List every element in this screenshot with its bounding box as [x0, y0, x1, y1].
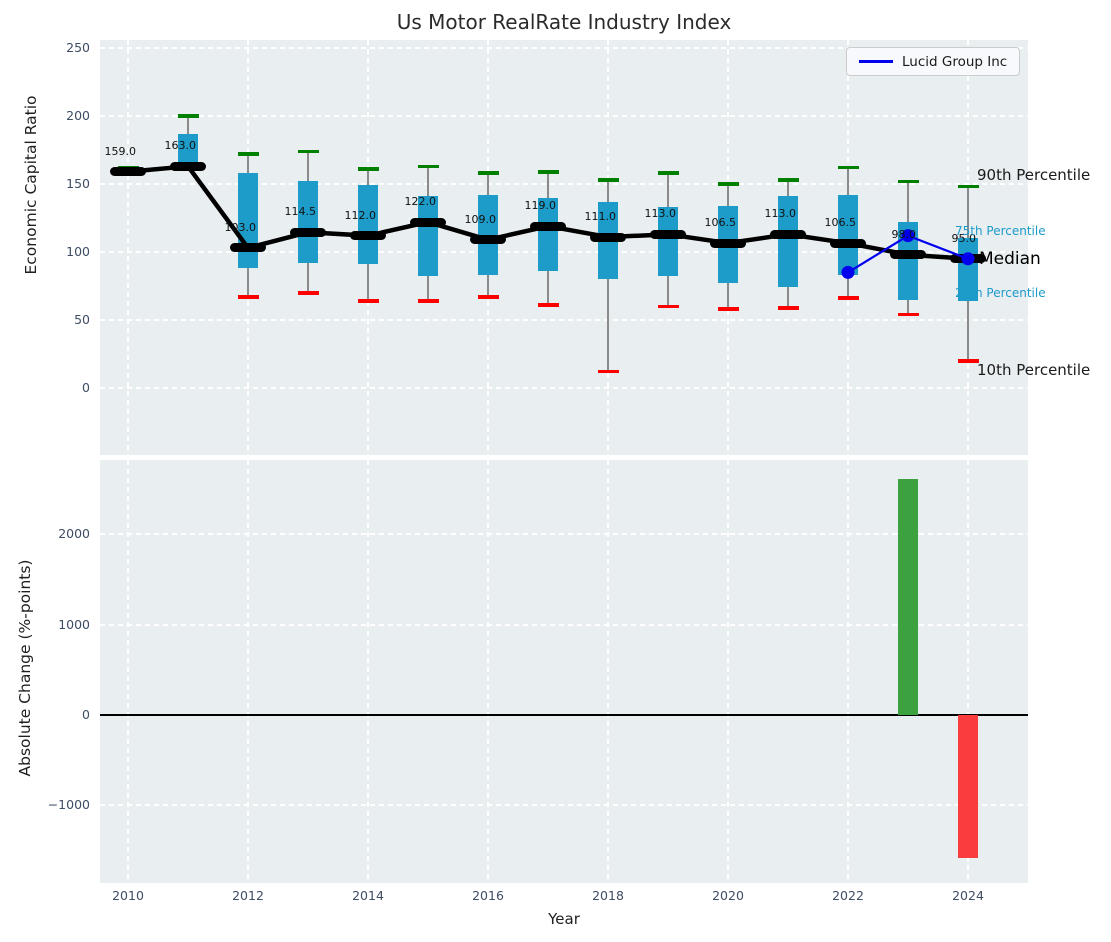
median-marker-2010 — [110, 167, 146, 177]
y-tick-label: 50 — [74, 312, 90, 327]
zero-axis-line — [100, 714, 1028, 716]
median-marker-2011 — [170, 161, 206, 171]
cap-10th-2017 — [537, 303, 559, 307]
cap-10th-2023 — [897, 312, 919, 317]
median-marker-2021 — [770, 229, 806, 239]
cap-90th-2016 — [477, 171, 499, 175]
x-tick-label: 2024 — [952, 888, 984, 903]
cap-90th-2019 — [657, 171, 679, 175]
cap-10th-2019 — [657, 304, 679, 309]
cap-10th-2021 — [777, 306, 799, 310]
grid-line-v — [607, 460, 609, 883]
legend-line-sample-icon — [859, 60, 893, 63]
median-value-label-2016: 109.0 — [464, 212, 497, 226]
annotation-90th-percentile: 90th Percentile — [977, 166, 1091, 184]
change-bar-2024 — [958, 715, 978, 858]
grid-line-h — [100, 47, 1028, 49]
grid-line-h — [100, 623, 1028, 626]
grid-line-v — [367, 460, 369, 883]
box-2013 — [298, 181, 318, 263]
cap-90th-2012 — [237, 152, 259, 156]
median-value-label-2011: 163.0 — [164, 139, 197, 153]
cap-10th-2020 — [717, 307, 739, 311]
x-axis-label: Year — [548, 910, 580, 928]
median-value-label-2015: 122.0 — [404, 195, 437, 209]
y-tick-label: 0 — [82, 707, 90, 722]
legend: Lucid Group Inc — [846, 47, 1021, 76]
y-tick-label: 2000 — [58, 526, 90, 542]
y-tick-label: −1000 — [47, 797, 90, 813]
cap-90th-2020 — [717, 182, 739, 186]
x-tick-label: 2016 — [472, 888, 504, 903]
cap-90th-2013 — [297, 149, 319, 154]
box-2011 — [178, 133, 198, 167]
x-tick-label: 2012 — [232, 888, 264, 903]
cap-10th-2016 — [477, 295, 499, 299]
median-value-label-2010: 159.0 — [104, 144, 137, 158]
cap-10th-2014 — [357, 299, 379, 303]
grid-line-v — [967, 460, 969, 883]
top-y-axis-label: Economic Capital Ratio — [22, 95, 40, 275]
cap-90th-2023 — [897, 179, 919, 184]
grid-line-v — [847, 460, 849, 883]
y-tick-label: 150 — [66, 176, 90, 191]
cap-10th-2012 — [237, 295, 259, 299]
median-marker-2016 — [470, 235, 506, 245]
cap-10th-2024 — [957, 359, 979, 363]
cap-10th-2015 — [417, 299, 439, 303]
cap-90th-2021 — [777, 178, 799, 182]
annotation-10th-percentile: 10th Percentile — [977, 361, 1091, 379]
median-marker-2019 — [650, 229, 686, 239]
cap-90th-2015 — [417, 164, 439, 169]
annotation-25th-percentile: 25th Percentile — [955, 286, 1046, 300]
y-tick-label: 100 — [66, 244, 90, 259]
median-marker-2020 — [710, 238, 746, 248]
y-tick-label: 0 — [82, 380, 90, 395]
annotation-median: Median — [979, 249, 1041, 269]
median-value-label-2012: 103.0 — [224, 220, 257, 234]
median-marker-2014 — [350, 231, 386, 241]
x-tick-label: 2022 — [832, 888, 864, 903]
cap-90th-2017 — [537, 170, 559, 174]
x-tick-label: 2020 — [712, 888, 744, 903]
x-tick-label: 2018 — [592, 888, 624, 903]
legend-label: Lucid Group Inc — [902, 53, 1008, 70]
median-value-label-2014: 112.0 — [344, 208, 377, 222]
grid-line-h — [100, 387, 1028, 389]
median-marker-2023 — [890, 250, 926, 260]
grid-line-v — [487, 460, 489, 883]
grid-line-h — [100, 319, 1028, 321]
grid-line-h — [100, 804, 1028, 807]
x-tick-label: 2014 — [352, 888, 384, 903]
cap-10th-2013 — [297, 291, 319, 295]
y-tick-label: 250 — [66, 40, 90, 55]
grid-line-v — [727, 460, 729, 883]
change-bar-2023 — [898, 479, 918, 715]
grid-line-h — [100, 533, 1028, 536]
cap-90th-2018 — [597, 178, 619, 182]
box-2015 — [418, 196, 438, 277]
grid-line-h — [100, 115, 1028, 117]
cap-90th-2022 — [837, 165, 859, 170]
annotation-75th-percentile: 75th Percentile — [955, 224, 1046, 238]
x-tick-label: 2010 — [112, 888, 144, 903]
cap-10th-2022 — [837, 296, 859, 300]
grid-line-v — [247, 460, 249, 883]
cap-90th-2011 — [177, 114, 199, 118]
y-tick-label: 200 — [66, 108, 90, 123]
bottom-y-axis-label: Absolute Change (%-points) — [16, 559, 34, 777]
chart-title: Us Motor RealRate Industry Index — [396, 10, 732, 34]
median-marker-2018 — [590, 232, 626, 242]
median-marker-2012 — [230, 243, 266, 253]
cap-90th-2014 — [357, 167, 379, 171]
median-marker-2013 — [290, 227, 326, 237]
grid-line-v — [127, 40, 129, 455]
cap-90th-2024 — [957, 184, 979, 189]
grid-line-v — [127, 460, 129, 883]
y-tick-label: 1000 — [58, 616, 90, 632]
cap-10th-2018 — [597, 369, 619, 374]
bottom-plot-area — [100, 460, 1028, 883]
